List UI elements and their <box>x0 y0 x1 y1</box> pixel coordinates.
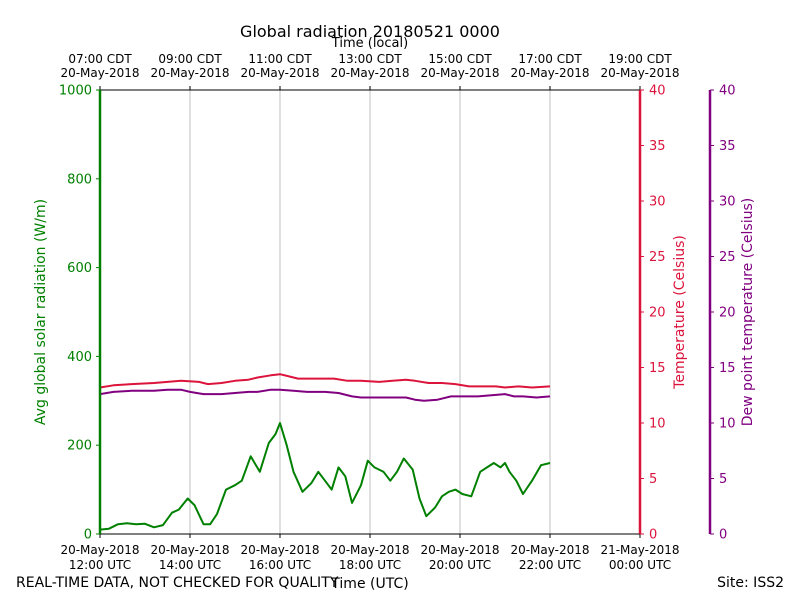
x-tick-label-date: 20-May-2018 <box>240 543 319 557</box>
top-tick-label-time: 11:00 CDT <box>248 52 312 66</box>
x-tick-label-time: 22:00 UTC <box>519 558 581 572</box>
data-quality-disclaimer: REAL-TIME DATA, NOT CHECKED FOR QUALITY <box>16 575 339 591</box>
temperature-tick-label: 0 <box>649 528 657 543</box>
top-tick-label-date: 20-May-2018 <box>150 66 229 80</box>
x-tick-label-date: 20-May-2018 <box>60 543 139 557</box>
x-tick-label-date: 20-May-2018 <box>420 543 499 557</box>
x-tick-label-date: 20-May-2018 <box>330 543 409 557</box>
dewpoint-tick-label: 10 <box>719 417 736 432</box>
site-label: Site: ISS2 <box>717 575 784 591</box>
x-tick-label-date: 21-May-2018 <box>600 543 679 557</box>
dewpoint-tick-label: 30 <box>719 195 736 210</box>
temperature-tick-label: 15 <box>649 361 666 376</box>
radiation-tick-label: 600 <box>67 261 92 276</box>
top-tick-label-date: 20-May-2018 <box>420 66 499 80</box>
top-tick-label-time: 07:00 CDT <box>68 52 132 66</box>
top-tick-label-time: 17:00 CDT <box>518 52 582 66</box>
temperature-tick-label: 25 <box>649 250 666 265</box>
y-axis-label-temperature: Temperature (Celsius) <box>672 235 688 390</box>
top-tick-label-date: 20-May-2018 <box>330 66 409 80</box>
top-tick-label-time: 15:00 CDT <box>428 52 492 66</box>
top-tick-label-time: 13:00 CDT <box>338 52 402 66</box>
x-tick-label-date: 20-May-2018 <box>150 543 229 557</box>
y-axis-label-dewpoint: Dew point temperature (Celsius) <box>740 198 756 426</box>
top-tick-label-time: 19:00 CDT <box>608 52 672 66</box>
dewpoint-tick-label: 25 <box>719 250 736 265</box>
temperature-tick-label: 40 <box>649 84 666 99</box>
series-line-radiation <box>99 422 551 531</box>
radiation-tick-label: 200 <box>67 439 92 454</box>
dewpoint-tick-label: 0 <box>719 528 727 543</box>
x-tick-label-time: 20:00 UTC <box>429 558 491 572</box>
top-axis-label: Time (local) <box>331 36 408 51</box>
series-line-dewpoint <box>99 388 551 402</box>
series-line-temperature <box>99 373 551 389</box>
temperature-tick-label: 10 <box>649 417 666 432</box>
y-axis-label-radiation: Avg global solar radiation (W/m) <box>33 199 49 425</box>
temperature-tick-label: 5 <box>649 472 657 487</box>
temperature-tick-label: 30 <box>649 195 666 210</box>
x-tick-label-time: 14:00 UTC <box>159 558 221 572</box>
x-tick-label-time: 16:00 UTC <box>249 558 311 572</box>
dewpoint-tick-label: 35 <box>719 139 736 154</box>
dewpoint-tick-label: 40 <box>719 84 736 99</box>
dewpoint-tick-label: 5 <box>719 472 727 487</box>
gridlines <box>189 90 551 534</box>
x-axis-label: Time (UTC) <box>330 576 408 592</box>
temperature-tick-label: 20 <box>649 306 666 321</box>
top-tick-label-date: 20-May-2018 <box>510 66 589 80</box>
x-tick-label-date: 20-May-2018 <box>510 543 589 557</box>
radiation-tick-label: 400 <box>67 350 92 365</box>
x-tick-label-time: 00:00 UTC <box>609 558 671 572</box>
series-lines <box>99 373 551 531</box>
dewpoint-tick-label: 20 <box>719 306 736 321</box>
radiation-tick-label: 800 <box>67 172 92 187</box>
radiation-tick-label: 1000 <box>59 84 92 99</box>
top-tick-label-date: 20-May-2018 <box>240 66 319 80</box>
top-tick-label-time: 09:00 CDT <box>158 52 222 66</box>
chart-title: Global radiation 20180521 0000 <box>240 22 500 41</box>
x-tick-label-time: 18:00 UTC <box>339 558 401 572</box>
top-tick-label-date: 20-May-2018 <box>60 66 139 80</box>
radiation-tick-label: 0 <box>84 528 92 543</box>
x-tick-label-time: 12:00 UTC <box>69 558 131 572</box>
temperature-tick-label: 35 <box>649 139 666 154</box>
dewpoint-tick-label: 15 <box>719 361 736 376</box>
top-tick-label-date: 20-May-2018 <box>600 66 679 80</box>
